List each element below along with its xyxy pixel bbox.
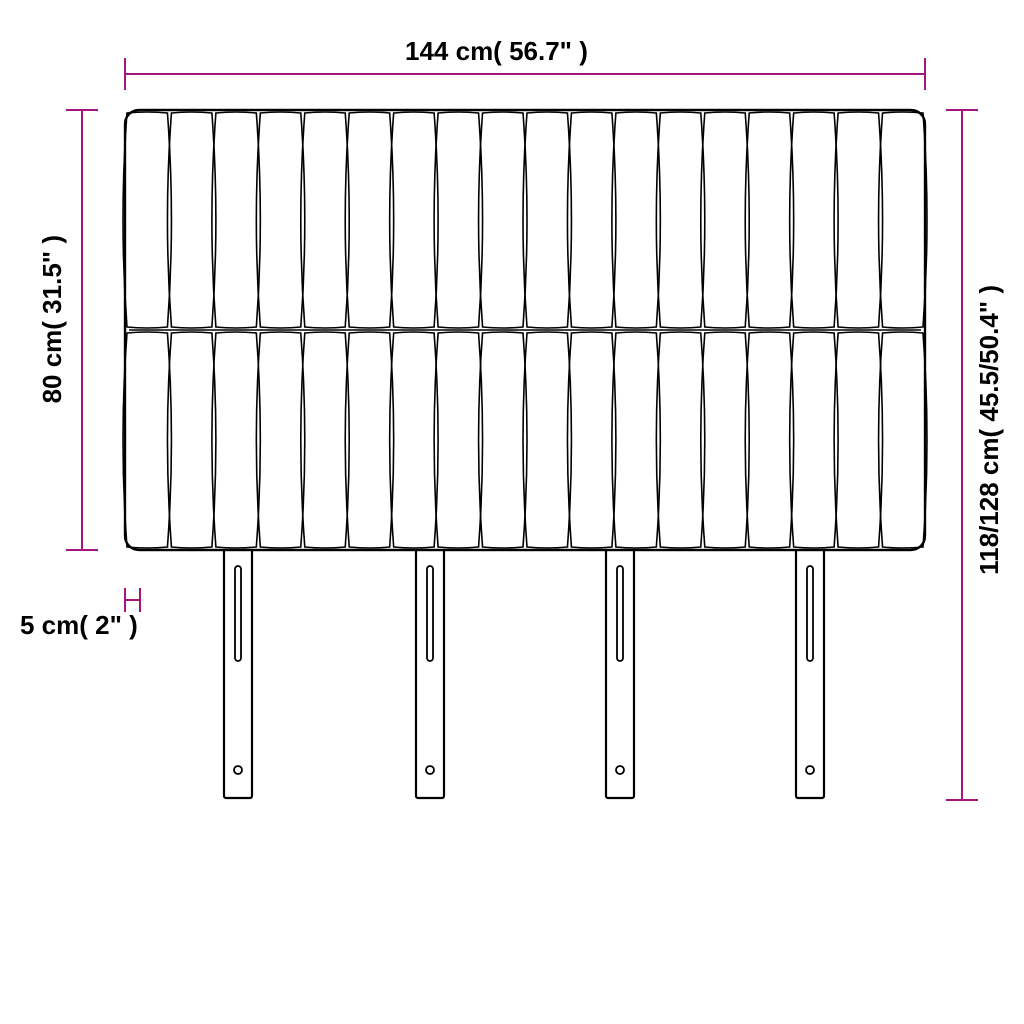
dimension-width-label: 144 cm( 56.7" ) — [405, 36, 588, 67]
dimension-panel-height-label: 80 cm( 31.5" ) — [37, 235, 68, 403]
dimension-depth-label: 5 cm( 2" ) — [20, 610, 138, 641]
headboard-leg — [224, 548, 252, 798]
headboard-leg — [796, 548, 824, 798]
dimension-total-height-label: 118/128 cm( 45.5/50.4" ) — [974, 285, 1005, 575]
headboard-leg — [416, 548, 444, 798]
headboard-leg — [606, 548, 634, 798]
